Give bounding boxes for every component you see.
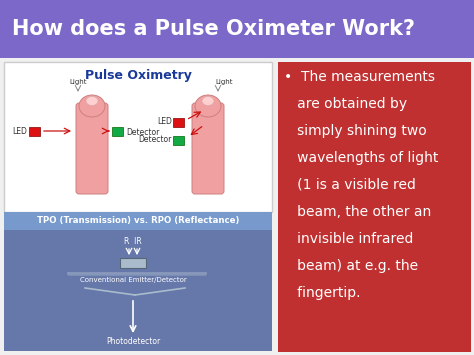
Ellipse shape xyxy=(202,97,214,105)
Text: TPO (Transmission) vs. RPO (Reflectance): TPO (Transmission) vs. RPO (Reflectance) xyxy=(37,217,239,225)
FancyBboxPatch shape xyxy=(29,126,40,136)
FancyBboxPatch shape xyxy=(4,62,272,212)
FancyBboxPatch shape xyxy=(173,118,184,126)
Text: How does a Pulse Oximeter Work?: How does a Pulse Oximeter Work? xyxy=(12,19,415,39)
Text: Photodetector: Photodetector xyxy=(106,337,160,345)
Text: beam, the other an: beam, the other an xyxy=(284,205,431,219)
FancyBboxPatch shape xyxy=(120,258,146,268)
Text: invisible infrared: invisible infrared xyxy=(284,232,413,246)
Text: Light: Light xyxy=(69,79,87,85)
FancyBboxPatch shape xyxy=(4,230,272,351)
Ellipse shape xyxy=(79,95,105,117)
FancyBboxPatch shape xyxy=(173,136,184,144)
FancyBboxPatch shape xyxy=(112,126,124,136)
Text: Detector: Detector xyxy=(126,128,159,137)
Text: •  The measurements: • The measurements xyxy=(284,70,435,84)
Text: beam) at e.g. the: beam) at e.g. the xyxy=(284,259,418,273)
Ellipse shape xyxy=(86,97,98,105)
Text: LED: LED xyxy=(157,118,172,126)
Ellipse shape xyxy=(195,95,221,117)
FancyBboxPatch shape xyxy=(0,0,474,58)
FancyBboxPatch shape xyxy=(76,103,108,194)
Text: R  IR: R IR xyxy=(124,236,142,246)
Text: Detector: Detector xyxy=(138,136,172,144)
Text: fingertip.: fingertip. xyxy=(284,286,361,300)
Text: LED: LED xyxy=(12,126,27,136)
Text: simply shining two: simply shining two xyxy=(284,124,427,138)
Text: (1 is a visible red: (1 is a visible red xyxy=(284,178,416,192)
Text: Pulse Oximetry: Pulse Oximetry xyxy=(84,69,191,82)
FancyBboxPatch shape xyxy=(278,62,471,352)
Text: Light: Light xyxy=(215,79,233,85)
Text: wavelengths of light: wavelengths of light xyxy=(284,151,438,165)
Text: Conventional Emitter/Detector: Conventional Emitter/Detector xyxy=(80,277,186,283)
FancyBboxPatch shape xyxy=(4,212,272,230)
FancyBboxPatch shape xyxy=(192,103,224,194)
Text: are obtained by: are obtained by xyxy=(284,97,407,111)
